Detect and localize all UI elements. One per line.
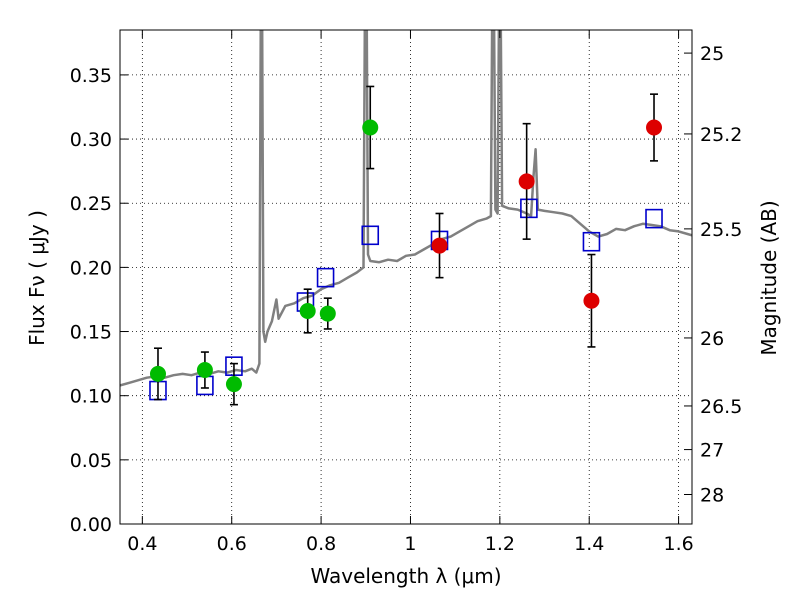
y-tick-label: 0.30 — [70, 129, 112, 151]
observed-flux-point — [518, 173, 535, 190]
y-tick-label: 0.25 — [70, 193, 112, 215]
observed-flux-point — [583, 292, 600, 309]
plot-area — [120, 30, 692, 524]
observed-flux-point — [362, 119, 379, 136]
plot-frame — [119, 29, 693, 525]
model-flux-square — [582, 231, 601, 252]
observed-flux-point — [319, 305, 336, 322]
observed-flux-point — [196, 362, 213, 379]
y-tick-label: 0.05 — [70, 450, 112, 472]
observed-flux-point — [646, 119, 663, 136]
y-tick-label: 0.15 — [70, 322, 112, 344]
x-tick-label: 1.6 — [663, 533, 693, 555]
mag-tick-label: 26 — [700, 328, 724, 350]
x-tick-label: 0.4 — [127, 533, 157, 555]
mag-tick-label: 28 — [700, 484, 724, 506]
x-tick-label: 1.4 — [574, 533, 604, 555]
model-flux-square — [645, 208, 663, 229]
y-tick-label: 0.20 — [70, 257, 112, 279]
plot-content — [120, 30, 692, 406]
x-tick-label: 0.8 — [306, 533, 336, 555]
model-flux-square — [361, 225, 380, 246]
mag-tick-label: 25 — [700, 43, 724, 65]
observed-flux-point — [149, 365, 166, 382]
y2-axis-label: Magnitude (AB) — [757, 200, 781, 355]
x-tick-label: 1 — [404, 533, 416, 555]
mag-tick-label: 26.5 — [700, 396, 742, 418]
y-tick-label: 0.00 — [70, 514, 112, 536]
mag-tick-label: 25.5 — [700, 219, 742, 241]
x-tick-label: 0.6 — [217, 533, 247, 555]
axis-ticks: 0.4 0.6 0.8 1 1.2 1.4 1.6 0.00 0.05 0.10 0.15 0.20 0… — [70, 30, 742, 555]
model-flux-square — [316, 267, 335, 288]
y-tick-label: 0.35 — [70, 65, 112, 87]
x-axis-label: Wavelength λ (μm) — [310, 564, 501, 588]
model-flux-square — [520, 198, 538, 219]
mag-tick-label: 27 — [700, 440, 724, 462]
x-tick-label: 1.2 — [485, 533, 515, 555]
observed-flux-point — [431, 237, 448, 254]
mag-tick-label: 25.2 — [700, 124, 742, 146]
spectrum-line — [120, 30, 692, 387]
y-axis-label: Flux Fν ( μJy ) — [25, 210, 49, 346]
observed-flux-point — [299, 303, 316, 320]
observed-flux-point — [225, 376, 242, 393]
y-tick-label: 0.10 — [70, 386, 112, 408]
